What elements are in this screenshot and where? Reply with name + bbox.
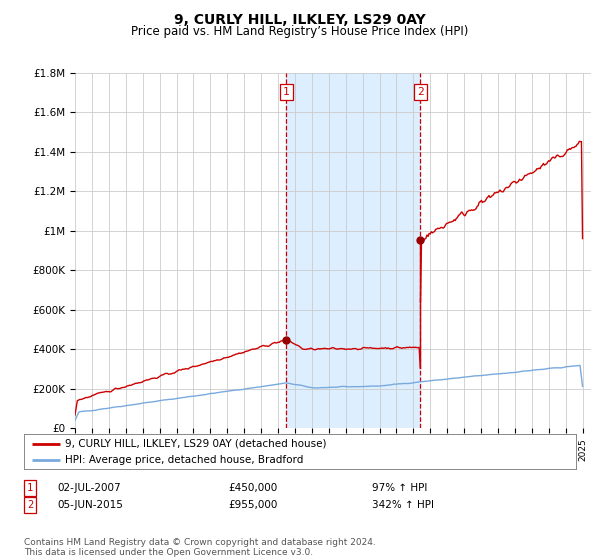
- Text: 1: 1: [283, 87, 290, 97]
- Bar: [286, 73, 421, 428]
- Text: 05-JUN-2015: 05-JUN-2015: [57, 500, 123, 510]
- Text: 342% ↑ HPI: 342% ↑ HPI: [372, 500, 434, 510]
- Text: 9, CURLY HILL, ILKLEY, LS29 0AY: 9, CURLY HILL, ILKLEY, LS29 0AY: [174, 13, 426, 27]
- Text: 1: 1: [27, 483, 33, 493]
- Text: 9, CURLY HILL, ILKLEY, LS29 0AY (detached house): 9, CURLY HILL, ILKLEY, LS29 0AY (detache…: [65, 438, 327, 449]
- Text: £450,000: £450,000: [228, 483, 277, 493]
- Text: Price paid vs. HM Land Registry’s House Price Index (HPI): Price paid vs. HM Land Registry’s House …: [131, 25, 469, 38]
- Text: £955,000: £955,000: [228, 500, 277, 510]
- Text: 02-JUL-2007: 02-JUL-2007: [57, 483, 121, 493]
- Text: 2: 2: [417, 87, 424, 97]
- Text: HPI: Average price, detached house, Bradford: HPI: Average price, detached house, Brad…: [65, 455, 304, 465]
- Text: 2: 2: [27, 500, 33, 510]
- Text: Contains HM Land Registry data © Crown copyright and database right 2024.
This d: Contains HM Land Registry data © Crown c…: [24, 538, 376, 557]
- Text: 97% ↑ HPI: 97% ↑ HPI: [372, 483, 427, 493]
